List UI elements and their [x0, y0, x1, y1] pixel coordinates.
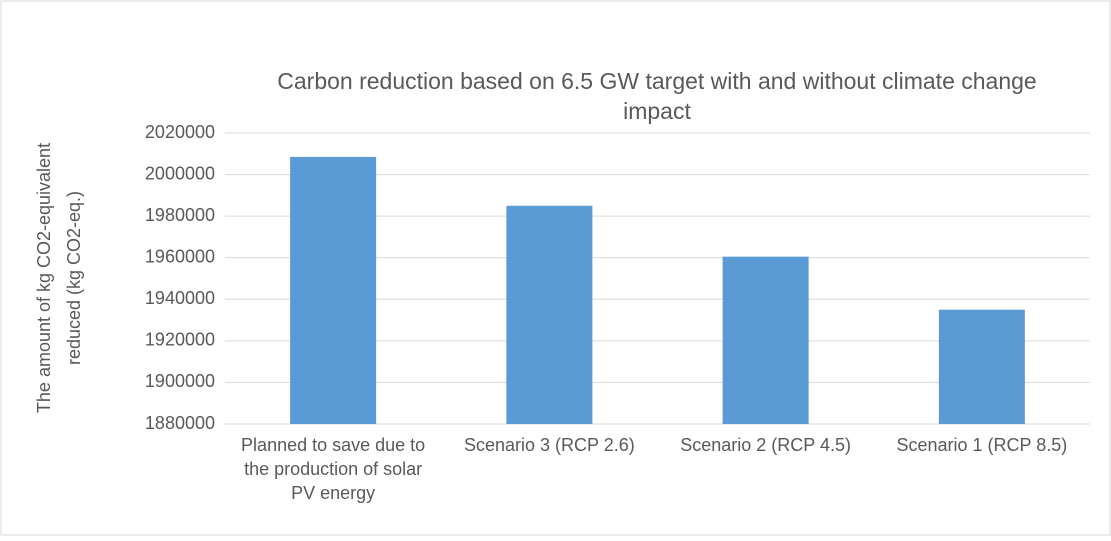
y-tick-label: 1960000 — [145, 246, 215, 266]
y-tick-label: 2020000 — [145, 122, 215, 142]
bar — [290, 156, 377, 424]
y-tick-label: 1940000 — [145, 288, 215, 308]
x-tick-label: Scenario 2 (RCP 4.5) — [680, 435, 851, 455]
chart-title: Carbon reduction based on 6.5 GW target … — [277, 68, 1036, 124]
y-tick-label: 1900000 — [145, 371, 215, 391]
y-axis-label: The amount of kg CO2-equivalent reduced (… — [34, 143, 84, 413]
bar — [722, 256, 809, 424]
y-tick-label: 1880000 — [145, 413, 215, 433]
y-tick-label: 2000000 — [145, 163, 215, 183]
bar — [938, 309, 1025, 424]
x-tick-label: Scenario 1 (RCP 8.5) — [897, 435, 1068, 455]
bar — [506, 205, 593, 424]
x-tick-label: Scenario 3 (RCP 2.6) — [464, 435, 635, 455]
y-tick-label: 1980000 — [145, 205, 215, 225]
x-tick-label: Planned to save due to the production of … — [241, 435, 425, 503]
y-tick-label: 1920000 — [145, 330, 215, 350]
